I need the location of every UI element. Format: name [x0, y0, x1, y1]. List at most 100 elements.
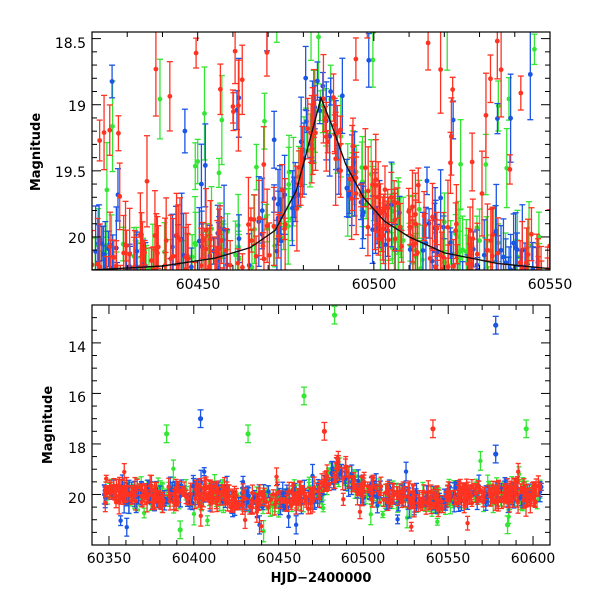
top-plot-frame	[91, 31, 551, 271]
bottom-point-red	[308, 487, 314, 511]
bottom-point-red	[311, 476, 317, 500]
top-point-green	[232, 220, 239, 270]
bottom-point-red	[116, 490, 122, 515]
top-point-red	[517, 240, 524, 270]
top-point-red	[352, 37, 359, 81]
top-point-red	[498, 32, 505, 118]
bottom-point-red	[295, 487, 301, 499]
top-point-red	[259, 231, 266, 260]
bottom-outlier-green	[245, 424, 252, 444]
top-point-red	[391, 188, 398, 252]
top-point-red	[131, 229, 138, 270]
top-point-red	[425, 32, 432, 71]
top-point-red	[388, 171, 395, 224]
top-point-red	[122, 200, 129, 270]
top-point-red	[217, 63, 224, 116]
bottom-point-red	[319, 473, 325, 494]
bottom-point-red	[511, 484, 517, 494]
bottom-point-red	[381, 492, 387, 508]
top-point-green	[457, 119, 464, 210]
top-point-red	[270, 186, 277, 267]
bottom-x-tick-60450: 60450	[257, 551, 302, 567]
top-point-red	[487, 54, 494, 104]
top-point-blue	[343, 158, 350, 218]
top-point-red	[409, 215, 416, 263]
bottom-outlier-red	[429, 419, 436, 439]
bottom-point-red	[148, 474, 154, 497]
bottom-outlier-blue	[492, 444, 499, 464]
top-point-red	[528, 207, 535, 262]
top-point-red	[412, 199, 419, 270]
top-point-red	[538, 260, 545, 270]
bottom-point-red	[303, 491, 309, 504]
bottom-panel: 60350 60400 60450 60500 60550 60600 14 1…	[41, 304, 555, 586]
top-point-green	[459, 215, 466, 270]
bottom-point-red	[515, 491, 521, 514]
bottom-y-tick-20: 20	[68, 491, 86, 507]
top-model-curve	[92, 95, 550, 270]
top-point-red	[517, 75, 524, 111]
bottom-outlier-green	[301, 386, 308, 406]
top-panel: 60450 60500 60550 18.5 19 19.5 20 Magnit…	[29, 31, 573, 293]
top-point-red	[217, 205, 224, 270]
top-point-red	[94, 217, 101, 270]
top-point-red	[362, 128, 369, 208]
top-point-red	[353, 151, 360, 236]
top-point-red	[364, 32, 371, 39]
top-point-red	[115, 115, 122, 152]
bottom-point-red	[445, 481, 451, 503]
bottom-point-red	[196, 483, 202, 504]
bottom-point-green	[191, 502, 197, 526]
top-point-red	[332, 111, 339, 206]
top-point-red	[223, 227, 230, 270]
bottom-point-red	[439, 504, 445, 514]
top-point-red	[101, 94, 108, 171]
top-point-red	[234, 248, 241, 270]
bottom-outlier-green	[523, 419, 530, 439]
bottom-point-red	[495, 488, 501, 512]
bottom-point-red	[256, 498, 262, 511]
bottom-point-red	[435, 503, 441, 511]
top-point-red	[519, 220, 526, 270]
top-point-red	[281, 217, 288, 241]
bottom-point-red	[232, 485, 238, 504]
bottom-point-red	[508, 480, 514, 501]
bottom-point-red	[361, 471, 367, 493]
bottom-point-red	[211, 492, 217, 505]
top-point-red	[207, 245, 214, 270]
top-point-red	[438, 231, 445, 270]
top-point-red	[375, 161, 382, 234]
bottom-x-tick-60550: 60550	[426, 551, 471, 567]
bottom-x-tick-60400: 60400	[172, 551, 217, 567]
top-point-red	[96, 223, 103, 270]
bottom-point-red	[203, 476, 209, 500]
top-point-red	[264, 188, 271, 264]
top-point-blue	[109, 64, 116, 99]
bottom-point-red	[370, 474, 376, 482]
top-y-axis-title: Magnitude	[29, 113, 44, 192]
top-point-blue	[188, 247, 195, 270]
top-point-red	[384, 188, 391, 227]
top-point-red	[183, 212, 190, 270]
top-point-red	[211, 250, 218, 270]
top-point-blue	[510, 213, 517, 270]
bottom-point-red	[490, 493, 496, 505]
bottom-point-red	[465, 515, 471, 531]
top-x-tick-60550: 60550	[528, 277, 573, 293]
bottom-point-red	[166, 491, 172, 502]
bottom-point-red	[332, 473, 338, 490]
bottom-point-red	[400, 481, 406, 503]
top-point-red	[312, 94, 319, 172]
bottom-point-red	[242, 510, 248, 530]
top-point-green	[531, 33, 538, 66]
bottom-point-red	[334, 454, 340, 479]
top-point-red	[429, 182, 436, 252]
bottom-outlier-blue	[492, 315, 499, 335]
top-point-red	[482, 72, 489, 159]
bottom-point-red	[501, 486, 507, 500]
bottom-point-red	[156, 489, 162, 509]
top-point-red	[379, 196, 386, 261]
top-point-red	[535, 238, 542, 270]
bottom-point-blue	[293, 515, 299, 535]
bottom-point-red	[181, 481, 187, 497]
